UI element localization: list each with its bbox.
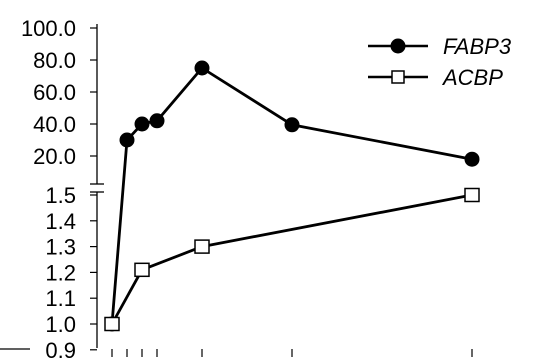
axis-group [0,24,104,350]
series-line [110,66,473,325]
legend-fabp3-label: FABP3 [443,34,512,59]
x-ticks [111,349,473,357]
legend-acbp-label: ACBP [441,65,503,90]
y-upper-tick-label: 40.0 [33,112,76,137]
y-lower-tick-label: 0.9 [45,338,76,361]
legend-fabp3-marker [390,38,406,54]
legend: FABP3 ACBP [368,34,512,90]
y-lower-tick-label: 1.1 [45,286,76,311]
y-lower-tick-label: 1.0 [45,312,76,337]
y-upper-tick-label: 80.0 [33,48,76,73]
series-fabp3 [104,60,480,332]
y-upper-ticks: 20.0 40.0 60.0 80.0 100.0 [21,16,97,169]
y-upper-tick-label: 60.0 [33,80,76,105]
y-lower-tick-label: 1.5 [45,183,76,208]
data-point [104,316,120,332]
y-lower-ticks: 0.91.01.11.21.31.41.5 [45,183,97,361]
data-point [284,117,300,133]
y-upper-tick-label: 100.0 [21,16,76,41]
data-point [134,116,150,132]
data-point [134,262,150,278]
data-point [464,151,480,167]
data-point [119,132,135,148]
data-point [464,187,480,203]
series-line [110,193,473,325]
y-upper-tick-label: 20.0 [33,144,76,169]
y-lower-tick-label: 1.3 [45,235,76,260]
y-lower-tick-label: 1.2 [45,260,76,285]
legend-acbp-marker [391,70,405,84]
series-acbp [104,187,480,332]
data-point [194,239,210,254]
data-point [149,113,165,129]
data-point [194,60,210,76]
y-lower-tick-label: 1.4 [45,209,76,234]
